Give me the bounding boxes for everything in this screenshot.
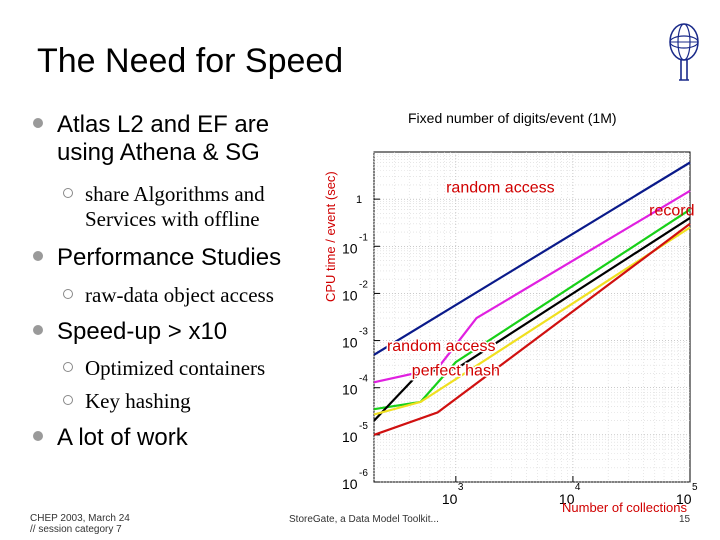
series-line-2 bbox=[373, 189, 691, 384]
atlas-logo-icon bbox=[669, 23, 699, 81]
y-tick-label: 10 bbox=[342, 382, 358, 398]
footer-left-line1: CHEP 2003, March 24 bbox=[30, 513, 130, 524]
series-line-3 bbox=[373, 208, 691, 411]
footer-center: StoreGate, a Data Model Toolkit... bbox=[289, 514, 439, 525]
sub-bullet-rawdata-text: raw-data object access bbox=[85, 283, 274, 307]
y-tick-label: 10 bbox=[342, 476, 358, 492]
y-tick-label: 10 bbox=[342, 240, 358, 256]
bullet-dot-icon bbox=[33, 118, 43, 128]
series-line-6 bbox=[373, 222, 691, 436]
chart-annotation: perfect hash bbox=[412, 363, 500, 380]
sub-bullet-share-line2: Services with offline bbox=[85, 207, 260, 231]
plot-frame bbox=[373, 151, 691, 483]
sub-bullet-hashing-text: Key hashing bbox=[85, 389, 191, 413]
sub-bullet-ring-icon bbox=[63, 362, 73, 372]
slide-title: The Need for Speed bbox=[37, 42, 344, 80]
y-tick-label: 10 bbox=[342, 429, 358, 445]
x-tick-label: 10 bbox=[442, 491, 458, 507]
sub-bullet-containers-text: Optimized containers bbox=[85, 356, 266, 380]
chart-annotation: random access bbox=[446, 179, 555, 196]
footer-left-line2: // session category 7 bbox=[30, 524, 122, 535]
bullet-atlas-line2: using Athena & SG bbox=[57, 139, 260, 166]
y-tick-label: 10 bbox=[342, 287, 358, 303]
x-tick-exponent: 3 bbox=[458, 482, 464, 493]
chart-title: Fixed number of digits/event (1M) bbox=[408, 110, 617, 126]
y-tick-exponent: -4 bbox=[359, 374, 368, 385]
x-tick-label: 10 bbox=[559, 491, 575, 507]
y-axis-label: CPU time / event (sec) bbox=[323, 171, 338, 302]
sub-bullet-rawdata: raw-data object access bbox=[63, 283, 274, 308]
bullet-speedup-text: Speed-up > x10 bbox=[57, 318, 228, 345]
bullet-atlas-line1: Atlas L2 and EF are bbox=[57, 111, 270, 138]
bullet-dot-icon bbox=[33, 325, 43, 335]
x-tick-exponent: 5 bbox=[692, 482, 698, 493]
sub-bullet-containers: Optimized containers bbox=[63, 356, 266, 381]
y-tick-exponent: -5 bbox=[359, 421, 368, 432]
cpu-time-chart: 1 10 -1 10 -2 10 -3 10 -4 10 -5 10 -6 10 3 10 4 10 5 Fixed … bbox=[316, 100, 720, 520]
sub-bullet-share: share Algorithms and Services with offli… bbox=[63, 182, 265, 232]
footer-left: CHEP 2003, March 24 // session category … bbox=[30, 513, 130, 535]
x-axis-label: Number of collections bbox=[562, 500, 687, 515]
bullet-work-text: A lot of work bbox=[57, 424, 188, 451]
bullet-performance: Performance Studies bbox=[33, 244, 282, 272]
chart-annotation: record bbox=[649, 202, 694, 219]
bullet-speedup: Speed-up > x10 bbox=[33, 318, 228, 346]
bullet-performance-text: Performance Studies bbox=[57, 244, 282, 271]
x-tick-label: 10 bbox=[676, 491, 692, 507]
chart-annotation: random access bbox=[387, 338, 496, 355]
bullet-work: A lot of work bbox=[33, 424, 188, 452]
y-tick-label: 1 bbox=[356, 194, 362, 206]
footer-page-number: 15 bbox=[679, 514, 691, 525]
sub-bullet-ring-icon bbox=[63, 395, 73, 405]
sub-bullet-ring-icon bbox=[63, 188, 73, 198]
y-tick-exponent: -3 bbox=[359, 327, 368, 338]
y-tick-label: 10 bbox=[342, 335, 358, 351]
bullet-dot-icon bbox=[33, 251, 43, 261]
x-tick-exponent: 4 bbox=[575, 482, 581, 493]
chart-svg: 110-110-210-310-410-510-6103104105Fixed … bbox=[323, 110, 698, 515]
bullet-atlas: Atlas L2 and EF are using Athena & SG bbox=[33, 111, 270, 167]
sub-bullet-ring-icon bbox=[63, 289, 73, 299]
sub-bullet-hashing: Key hashing bbox=[63, 389, 191, 414]
series-line-5 bbox=[373, 226, 691, 416]
bullet-dot-icon bbox=[33, 431, 43, 441]
y-tick-exponent: -2 bbox=[359, 279, 368, 290]
y-tick-exponent: -6 bbox=[359, 468, 368, 479]
sub-bullet-share-line1: share Algorithms and bbox=[85, 182, 265, 206]
series-line-1 bbox=[373, 161, 691, 356]
series-line-4 bbox=[373, 216, 691, 422]
y-tick-exponent: -1 bbox=[359, 232, 368, 243]
